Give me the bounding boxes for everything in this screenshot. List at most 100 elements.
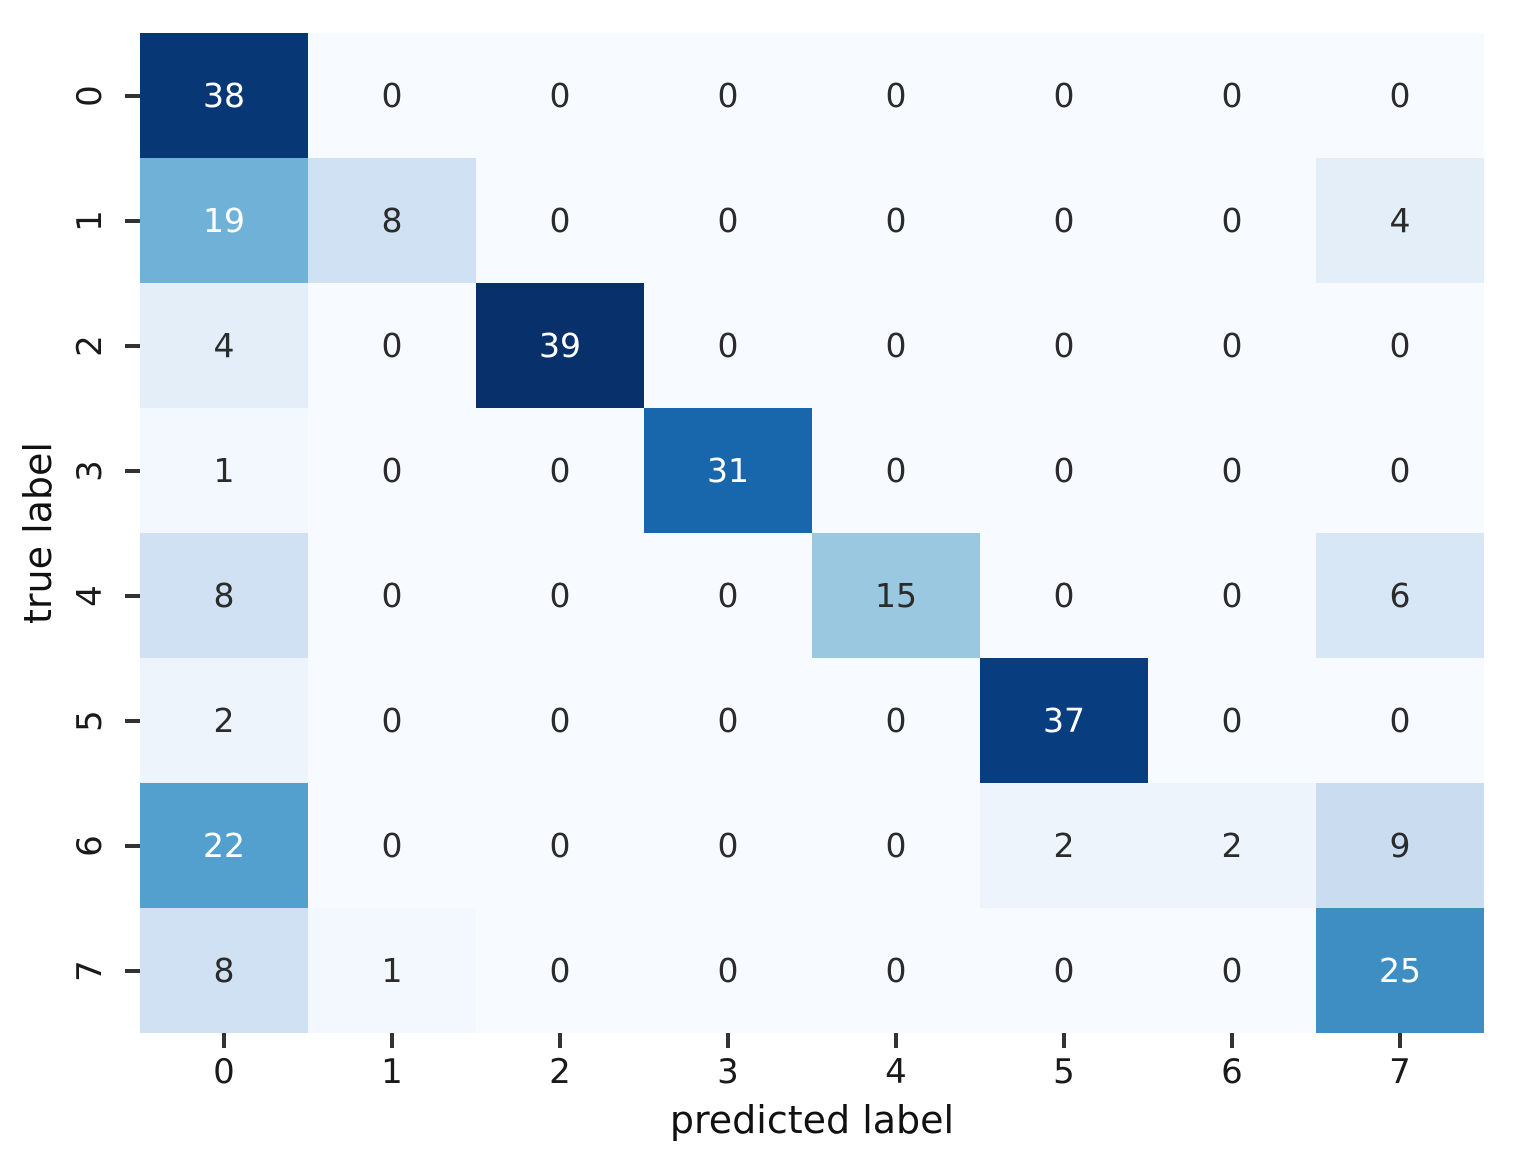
heatmap-cell: 9 [1316,783,1484,908]
x-tick-mark [1230,1033,1234,1048]
heatmap-cell: 0 [812,408,980,533]
heatmap-cell: 0 [812,658,980,783]
heatmap-cell: 0 [812,283,980,408]
heatmap-cell: 0 [476,658,644,783]
x-tick-mark [894,1033,898,1048]
heatmap-cell: 0 [476,533,644,658]
heatmap-cell: 0 [1148,33,1316,158]
y-tick-label: 4 [69,584,110,607]
x-tick-label: 4 [885,1052,907,1092]
heatmap-cell: 0 [476,408,644,533]
heatmap-cell: 8 [140,908,308,1033]
y-tick-mark [125,93,140,98]
heatmap-cell: 0 [1148,908,1316,1033]
heatmap-cell: 0 [476,908,644,1033]
heatmap-cell: 1 [308,908,476,1033]
y-tick-label: 3 [69,459,110,482]
heatmap-cell: 2 [1148,783,1316,908]
heatmap-cell: 0 [812,33,980,158]
x-tick-label: 0 [213,1052,235,1092]
heatmap-cell: 0 [308,783,476,908]
heatmap-cell: 22 [140,783,308,908]
x-tick-label: 7 [1389,1052,1411,1092]
heatmap-cell: 0 [980,908,1148,1033]
heatmap-cell: 2 [980,783,1148,908]
heatmap-cell: 0 [1316,408,1484,533]
y-tick-mark [125,343,140,348]
x-tick-mark [726,1033,730,1048]
heatmap-cell: 1 [140,408,308,533]
x-tick-label: 6 [1221,1052,1243,1092]
heatmap-cell: 0 [1148,533,1316,658]
heatmap-cell: 0 [1316,658,1484,783]
heatmap-grid: 38 0 0 0 0 0 0 0 19 8 0 0 0 0 0 4 4 0 39 0 0 0 0 0 1 0 0 31 0 0 0 0 8 0 0 0… [140,33,1484,1033]
y-tick-label: 1 [69,209,110,232]
heatmap-cell: 0 [1316,33,1484,158]
heatmap-cell: 2 [140,658,308,783]
x-tick-label: 2 [549,1052,571,1092]
x-tick-mark [1398,1033,1402,1048]
heatmap-cell: 8 [308,158,476,283]
heatmap-cell: 0 [980,283,1148,408]
heatmap-cell: 4 [140,283,308,408]
heatmap-cell: 0 [644,533,812,658]
x-tick-mark [558,1033,562,1048]
y-axis-label: true label [10,33,66,1033]
heatmap-cell: 0 [644,908,812,1033]
heatmap-cell: 4 [1316,158,1484,283]
y-tick-label: 0 [69,84,110,107]
heatmap-cell: 0 [812,158,980,283]
heatmap-cell: 19 [140,158,308,283]
heatmap-cell: 0 [812,783,980,908]
heatmap-cell: 0 [644,33,812,158]
heatmap-cell: 0 [980,533,1148,658]
heatmap-cell: 25 [1316,908,1484,1033]
heatmap-cell: 15 [812,533,980,658]
heatmap-cell: 0 [476,158,644,283]
y-tick-label: 2 [69,334,110,357]
heatmap-cell: 0 [1148,658,1316,783]
heatmap-cell: 0 [308,533,476,658]
heatmap-cell: 38 [140,33,308,158]
heatmap-cell: 0 [980,408,1148,533]
y-tick-mark [125,843,140,848]
y-tick-mark [125,968,140,973]
heatmap-cell: 0 [1148,158,1316,283]
heatmap-cell: 6 [1316,533,1484,658]
y-tick-mark [125,468,140,473]
heatmap-cell: 0 [644,783,812,908]
heatmap-cell: 0 [476,783,644,908]
heatmap-cell: 0 [1316,283,1484,408]
heatmap-cell: 0 [980,33,1148,158]
y-tick-mark [125,218,140,223]
heatmap-cell: 0 [308,283,476,408]
heatmap-cell: 0 [308,408,476,533]
heatmap-cell: 0 [1148,408,1316,533]
x-axis-label-text: predicted label [669,1098,955,1142]
y-tick-mark [125,718,140,723]
heatmap-cell: 0 [812,908,980,1033]
x-tick-label: 1 [381,1052,403,1092]
y-tick-label: 7 [69,959,110,982]
heatmap-cell: 8 [140,533,308,658]
heatmap-cell: 37 [980,658,1148,783]
heatmap-cell: 0 [1148,283,1316,408]
y-tick-mark [125,593,140,598]
x-tick-mark [1062,1033,1066,1048]
y-axis-label-text: true label [16,442,60,624]
heatmap-cell: 0 [308,658,476,783]
heatmap-cell: 0 [644,158,812,283]
heatmap-cell: 0 [980,158,1148,283]
heatmap-cell: 0 [308,33,476,158]
heatmap-cell: 39 [476,283,644,408]
x-tick-mark [390,1033,394,1048]
y-tick-label: 5 [69,709,110,732]
heatmap-cell: 31 [644,408,812,533]
x-axis-label: predicted label [140,1098,1484,1142]
heatmap-cell: 0 [644,283,812,408]
y-tick-label: 6 [69,834,110,857]
heatmap-cell: 0 [476,33,644,158]
x-tick-label: 3 [717,1052,739,1092]
x-tick-mark [222,1033,226,1048]
